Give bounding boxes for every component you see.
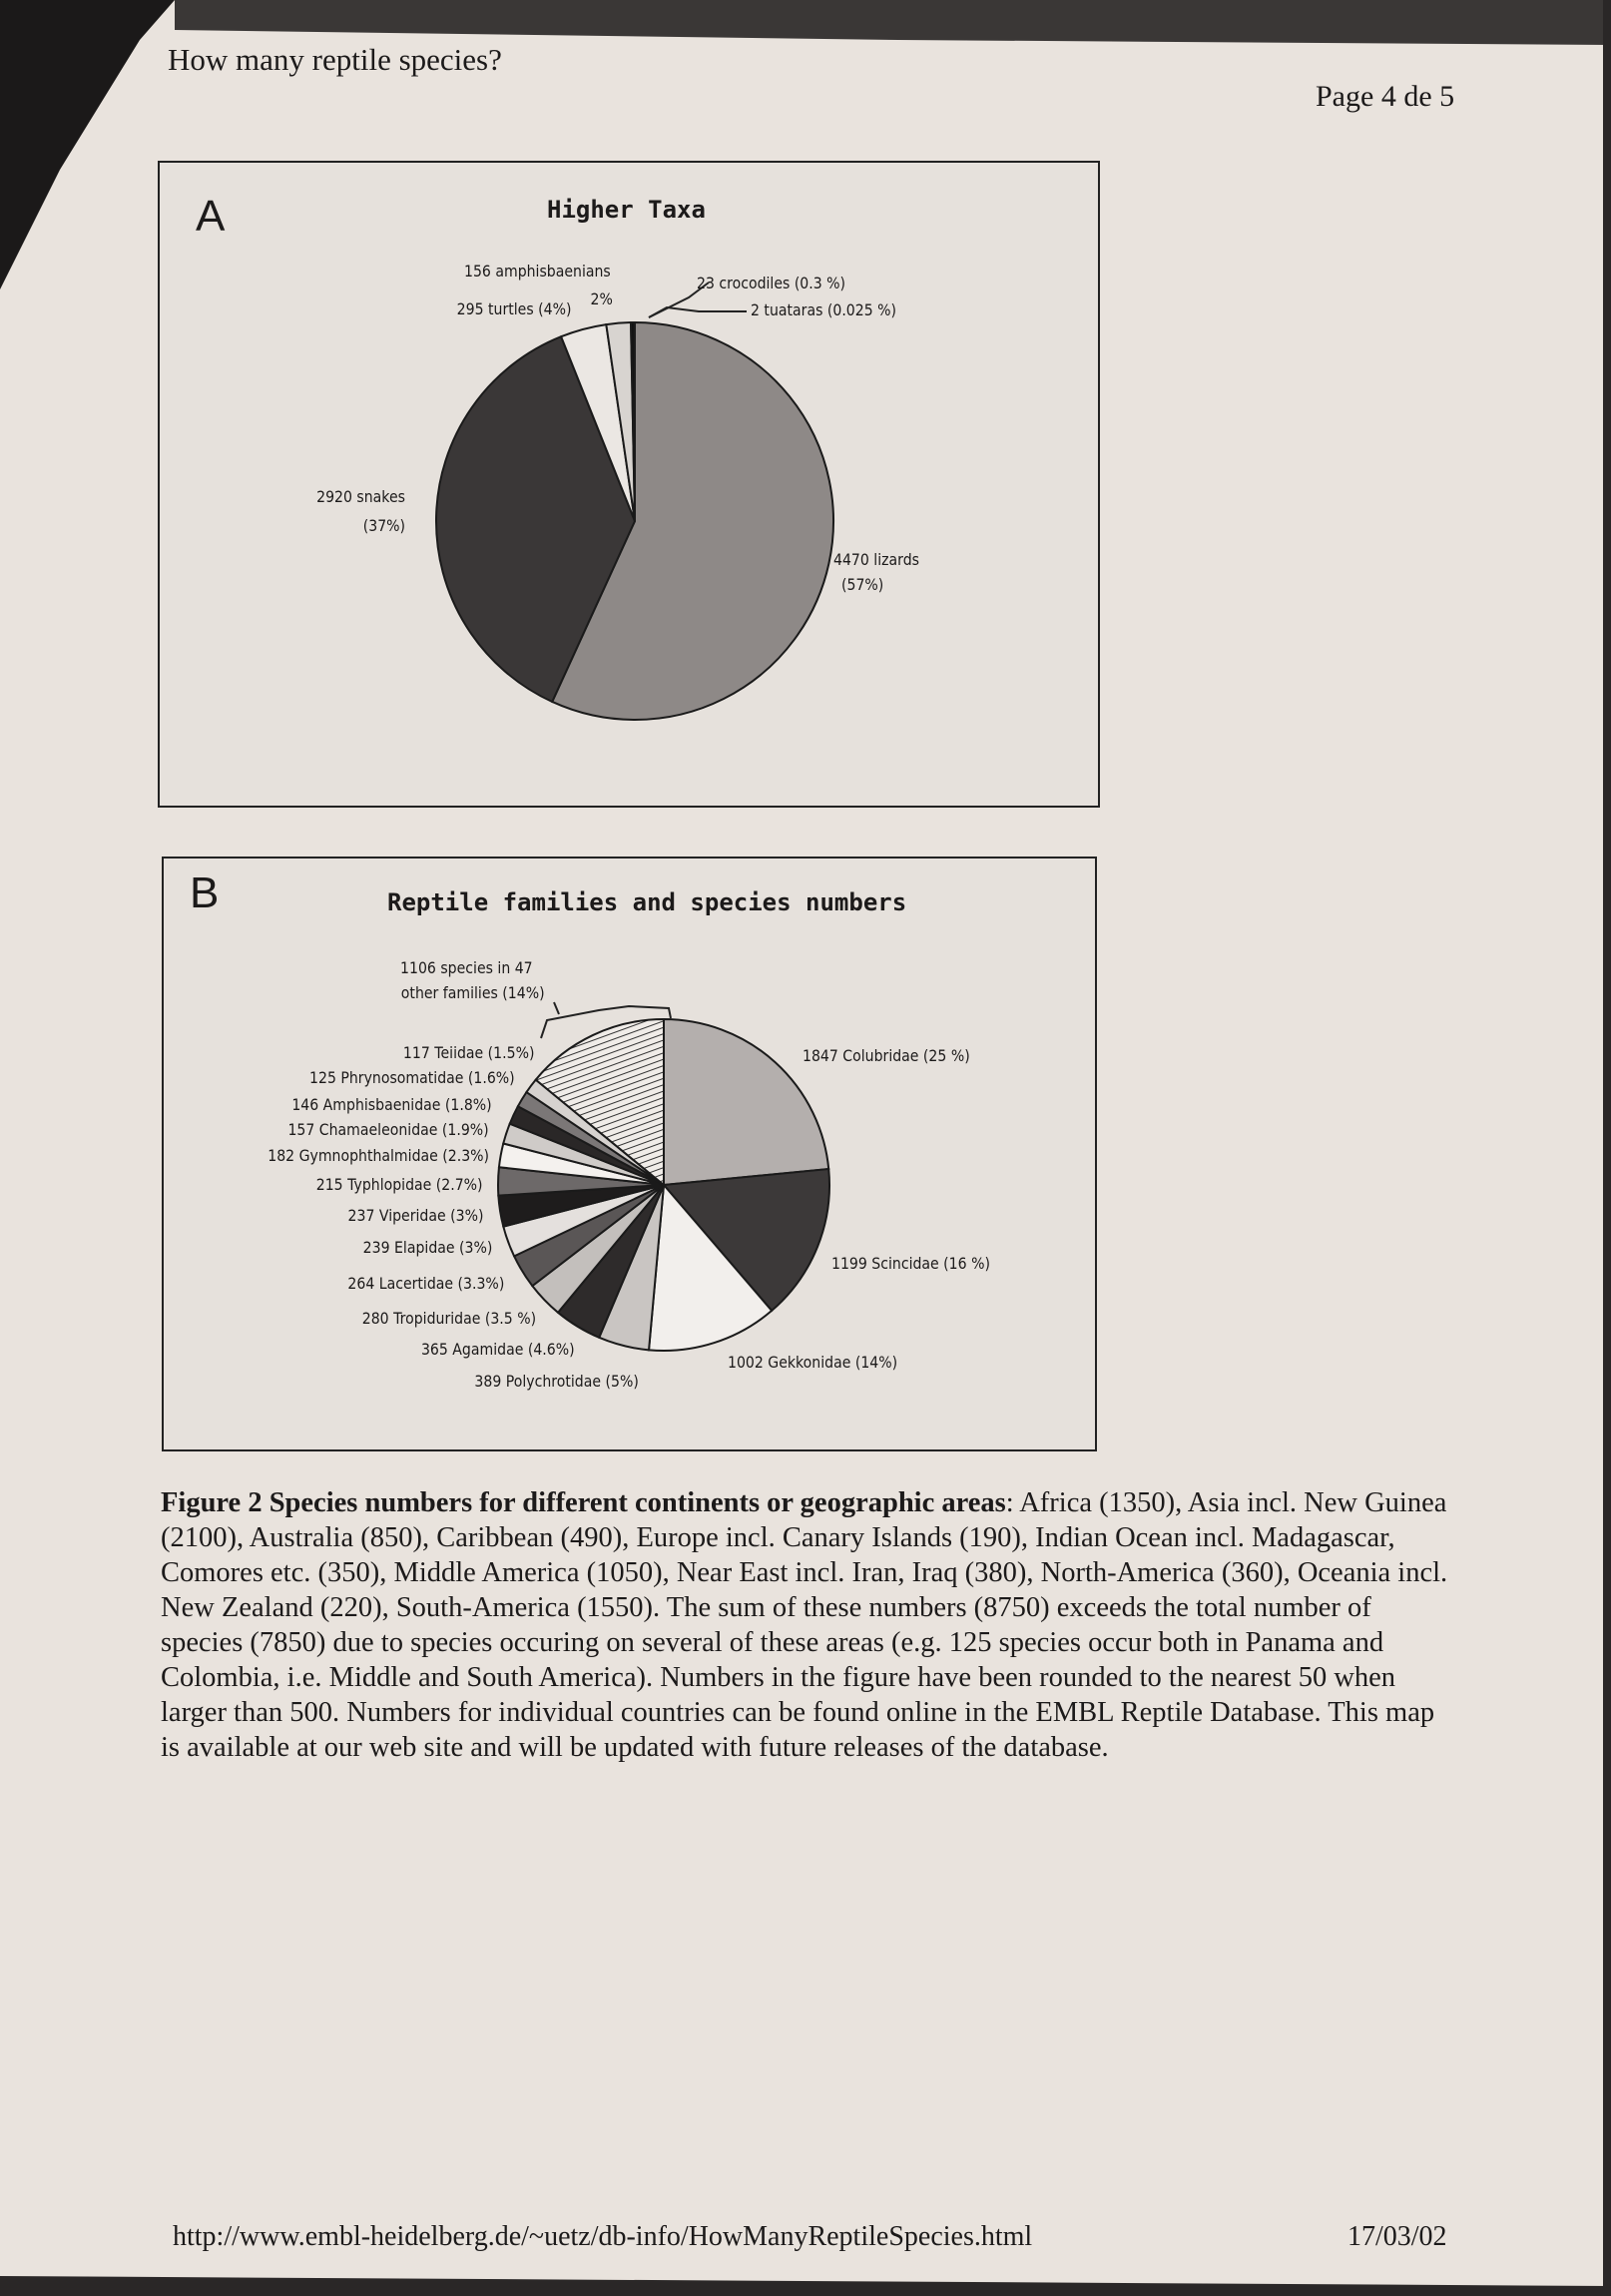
label-phrynosomatidae: 125 Phrynosomatidae (1.6%): [309, 1068, 515, 1087]
pie-slice-snakes: [435, 334, 637, 704]
pie-higher-taxa: [435, 320, 834, 721]
label-typhlopidae: 215 Typhlopidae (2.7%): [316, 1175, 483, 1194]
pie-reptile-families: [497, 1017, 830, 1352]
label-gymnophthalmidae: 182 Gymnophthalmidae (2.3%): [268, 1146, 489, 1165]
bracket-other-families: [540, 1004, 672, 1039]
chart-a-title: Higher Taxa: [547, 196, 706, 224]
chart-b-title: Reptile families and species numbers: [387, 888, 907, 916]
label-crocodiles: 23 crocodiles (0.3 %): [697, 274, 846, 292]
pie-slice-scincidae: [661, 1167, 830, 1313]
leader-lines: [540, 282, 747, 1039]
label-amphisbaenians-pct: 2%: [590, 289, 613, 308]
page-number: Page 4 de 5: [1316, 80, 1455, 113]
label-gekkonidae: 1002 Gekkonidae (14%): [728, 1353, 898, 1372]
caption-heading: Figure 2 Species numbers for different c…: [161, 1487, 1006, 1518]
label-turtles: 295 turtles (4%): [456, 299, 571, 318]
leader-other-families: [553, 1001, 560, 1015]
leader-tuataras: [648, 305, 747, 318]
label-amphisbaenians: 156 amphisbaenians: [464, 262, 611, 281]
label-other-families-2: other families (14%): [400, 983, 545, 1002]
panel-b-letter: B: [190, 868, 220, 917]
label-other-families-1: 1106 species in 47: [400, 958, 533, 977]
label-lacertidae: 264 Lacertidae (3.3%): [347, 1274, 504, 1293]
footer-date: 17/03/02: [1347, 2221, 1447, 2252]
label-agamidae: 365 Agamidae (4.6%): [421, 1340, 575, 1359]
pie-slice-gekkonidae: [647, 1182, 774, 1352]
label-amphisbaenidae: 146 Amphisbaenidae (1.8%): [291, 1095, 492, 1114]
pie-slice-colubridae: [663, 1017, 830, 1187]
panel-a-letter: A: [196, 192, 226, 241]
label-elapidae: 239 Elapidae (3%): [362, 1238, 492, 1257]
label-snakes: 2920 snakes: [316, 487, 405, 506]
label-teiidae: 117 Teiidae (1.5%): [402, 1043, 534, 1062]
label-snakes-pct: (37%): [362, 516, 405, 535]
label-tuataras: 2 tuataras (0.025 %): [751, 300, 897, 319]
pie-slice-other-families: [534, 1017, 665, 1188]
label-viperidae: 237 Viperidae (3%): [347, 1206, 483, 1225]
document-header-title: How many reptile species?: [168, 42, 502, 77]
figure-caption: Figure 2 Species numbers for different c…: [161, 1485, 1458, 1765]
label-scincidae: 1199 Scincidae (16 %): [831, 1254, 990, 1273]
label-lizards-pct: (57%): [841, 575, 884, 594]
label-lizards: 4470 lizards: [833, 550, 919, 569]
pie-slice-lizards: [550, 320, 834, 721]
label-colubridae: 1847 Colubridae (25 %): [803, 1046, 970, 1065]
label-chamaeleonidae: 157 Chamaeleonidae (1.9%): [287, 1120, 489, 1139]
label-tropiduridae: 280 Tropiduridae (3.5 %): [361, 1309, 536, 1328]
caption-text: : Africa (1350), Asia incl. New Guinea (…: [161, 1487, 1448, 1763]
label-polychrotidae: 389 Polychrotidae (5%): [474, 1372, 639, 1391]
footer-url: http://www.embl-heidelberg.de/~uetz/db-i…: [173, 2221, 1033, 2252]
